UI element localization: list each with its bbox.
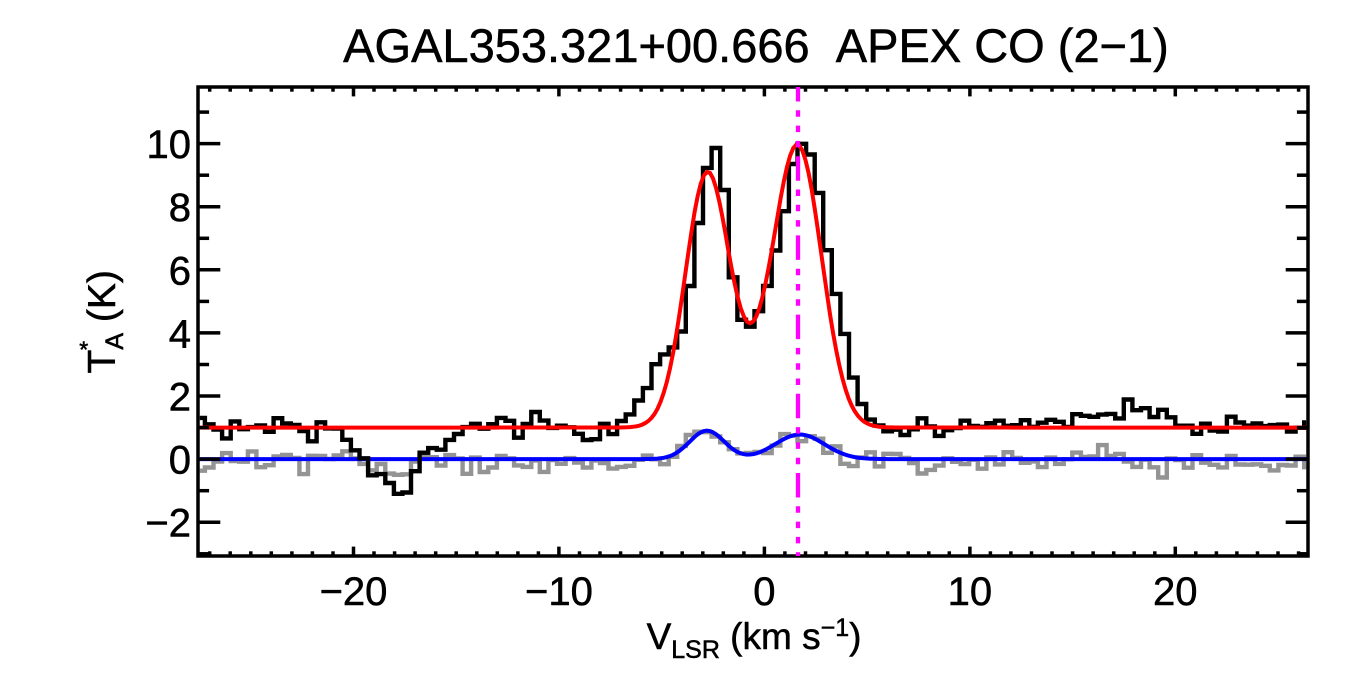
svg-text:10: 10	[147, 123, 192, 167]
svg-text:8: 8	[169, 186, 191, 230]
svg-text:4: 4	[169, 312, 191, 356]
svg-text:−2: −2	[145, 502, 191, 546]
svg-text:*: *	[79, 337, 88, 363]
svg-text:0: 0	[169, 439, 191, 483]
svg-text:2: 2	[169, 376, 191, 420]
svg-text:6: 6	[169, 249, 191, 293]
svg-text:−20: −20	[320, 570, 388, 614]
svg-text:0: 0	[753, 570, 775, 614]
svg-text:10: 10	[948, 570, 993, 614]
svg-text:−10: −10	[525, 570, 593, 614]
svg-text:AGAL353.321+00.666 APEX CO (2: AGAL353.321+00.666 APEX CO (2−1)	[343, 19, 1169, 72]
svg-text:TA (K): TA (K)	[81, 270, 129, 373]
svg-text:20: 20	[1153, 570, 1198, 614]
